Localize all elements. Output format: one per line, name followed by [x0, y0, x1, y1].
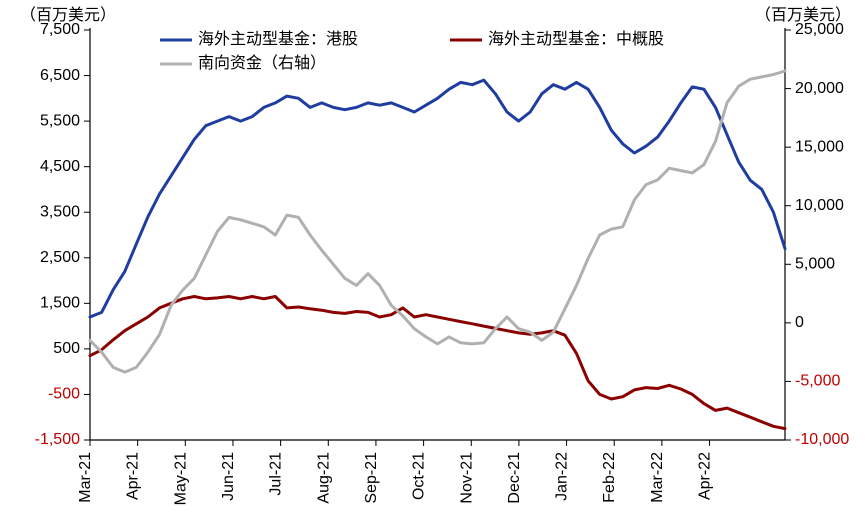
- right-axis-title: （百万美元）: [755, 6, 851, 24]
- x-tick-label: Feb-22: [601, 452, 618, 503]
- series-海外主动型基金：港股: [90, 80, 785, 317]
- right-tick-label: -5,000: [795, 373, 840, 390]
- x-tick-label: Jan-22: [554, 452, 571, 501]
- right-tick-label: 0: [795, 314, 804, 331]
- legend-label: 海外主动型基金：港股: [198, 30, 358, 48]
- legend-label: 海外主动型基金：中概股: [488, 30, 664, 48]
- x-tick-label: Apr-21: [125, 452, 142, 500]
- right-tick-label: 5,000: [795, 256, 835, 273]
- left-tick-label: 6,500: [40, 67, 80, 84]
- left-tick-label: 1,500: [40, 295, 80, 312]
- x-tick-label: Sep-21: [363, 452, 380, 504]
- x-tick-label: Aug-21: [315, 452, 332, 504]
- x-tick-label: May-21: [172, 452, 189, 505]
- x-tick-label: Jun-21: [220, 452, 237, 501]
- left-tick-label: 4,500: [40, 158, 80, 175]
- left-axis-title: （百万美元）: [20, 6, 116, 24]
- x-tick-label: Jul-21: [268, 452, 285, 496]
- left-tick-label: -1,500: [35, 431, 80, 448]
- left-tick-label: 3,500: [40, 203, 80, 220]
- x-tick-label: Mar-21: [77, 452, 94, 503]
- x-tick-label: Dec-21: [506, 452, 523, 504]
- left-tick-label: -500: [48, 386, 80, 403]
- legend-label: 南向资金（右轴）: [198, 54, 326, 72]
- left-tick-label: 500: [53, 340, 80, 357]
- right-tick-label: 20,000: [795, 80, 844, 97]
- right-tick-label: -10,000: [795, 431, 849, 448]
- series-海外主动型基金：中概股: [90, 297, 785, 429]
- dual-axis-line-chart: -1,500 -500 500 1,500 2,500 3,500 4,500 5,500 6,…: [0, 0, 865, 532]
- left-tick-label: 2,500: [40, 249, 80, 266]
- left-tick-label: 5,500: [40, 112, 80, 129]
- right-tick-label: 10,000: [795, 197, 844, 214]
- series-南向资金（右轴）: [90, 71, 785, 372]
- x-tick-label: Oct-21: [411, 452, 428, 500]
- x-tick-label: Mar-22: [649, 452, 666, 503]
- x-tick-label: Apr-22: [697, 452, 714, 500]
- chart-svg: -1,500 -500 500 1,500 2,500 3,500 4,500 5,500 6,…: [0, 0, 865, 532]
- x-tick-label: Nov-21: [458, 452, 475, 504]
- right-tick-label: 15,000: [795, 138, 844, 155]
